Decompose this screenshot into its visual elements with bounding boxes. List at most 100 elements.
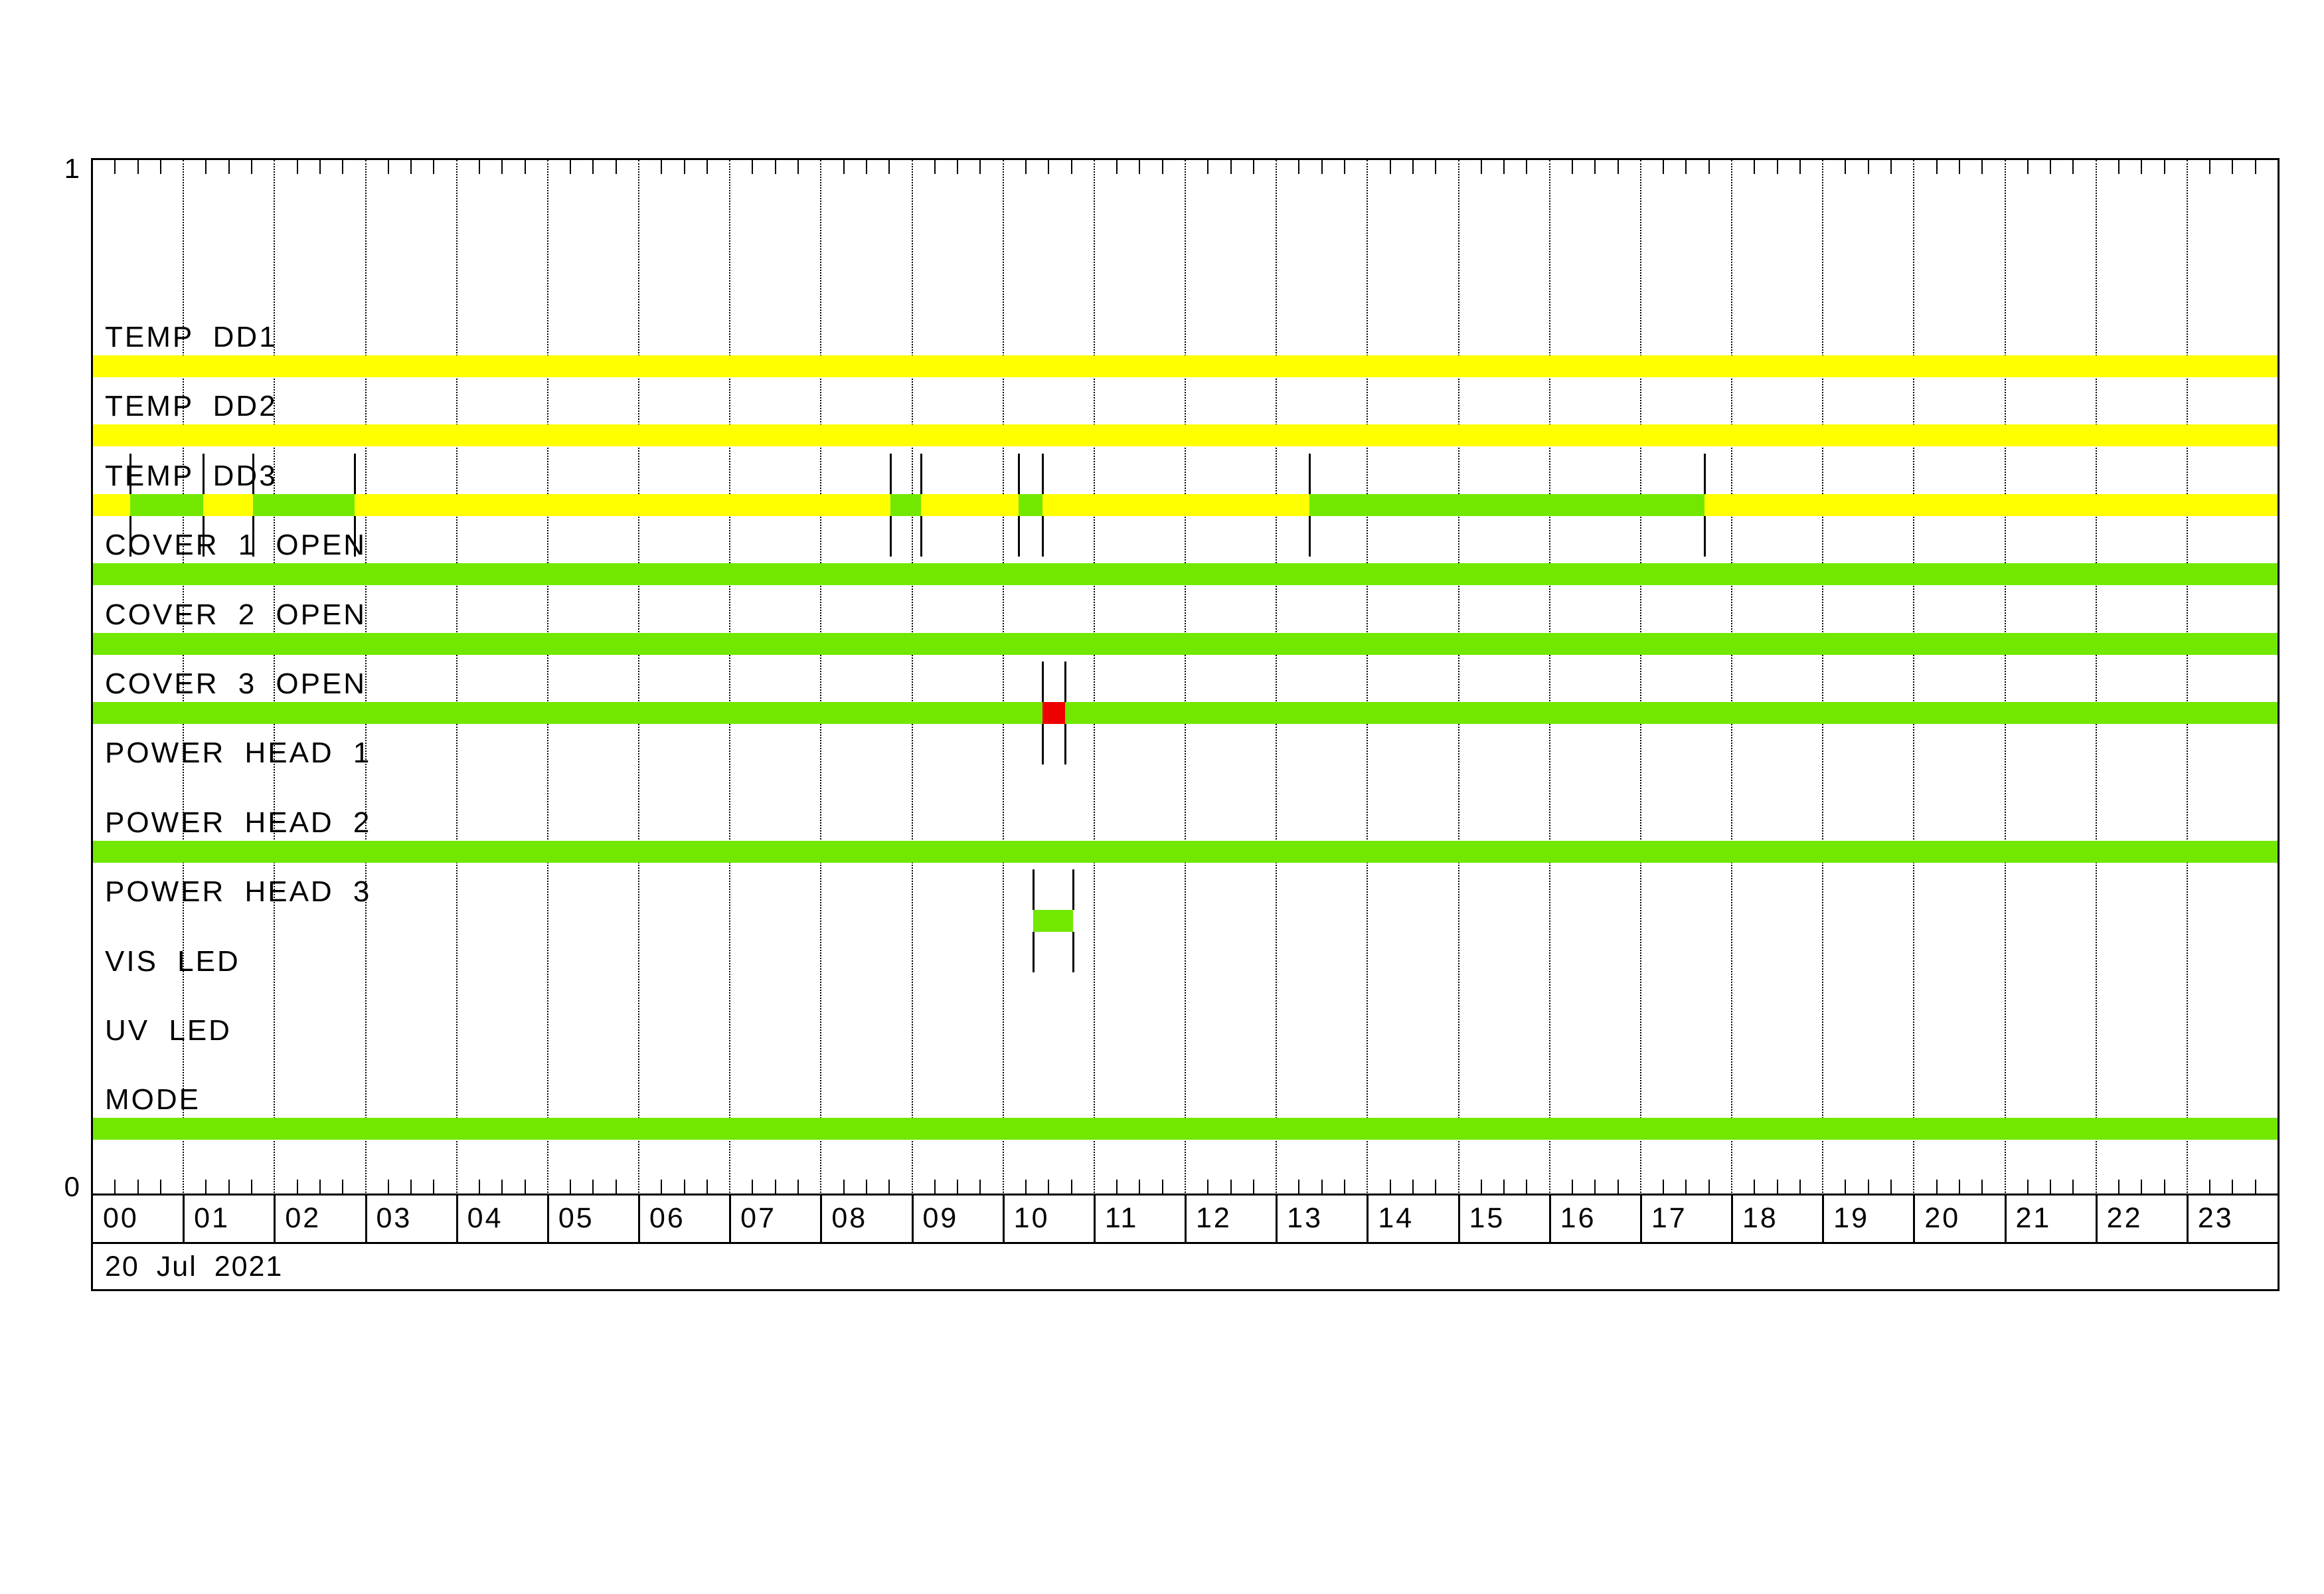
transition-tick: [1309, 516, 1311, 557]
row-label-uv-led: UV LED: [105, 1014, 232, 1047]
transition-tick: [1703, 516, 1706, 557]
row-label-power-head-2: POWER HEAD 2: [105, 806, 372, 839]
transition-tick: [1064, 662, 1067, 702]
axis-right: [2278, 159, 2280, 1194]
hour-gridline: [1367, 160, 1369, 1193]
quarter-tick-top: [1412, 160, 1414, 174]
quarter-tick-top: [296, 160, 298, 174]
transition-tick: [1042, 662, 1044, 702]
hour-label-01: 01: [194, 1202, 230, 1234]
hour-gridline: [456, 160, 457, 1193]
bar-segment-temp-dd3-green: [1018, 494, 1043, 516]
hour-cell-separator: [1367, 1194, 1369, 1243]
quarter-tick-bottom: [478, 1180, 480, 1194]
quarter-tick-bottom: [159, 1180, 161, 1194]
quarter-tick-bottom: [1480, 1180, 1482, 1194]
quarter-tick-top: [1070, 160, 1072, 174]
transition-tick: [890, 454, 892, 494]
quarter-tick-bottom: [1230, 1180, 1232, 1194]
quarter-tick-top: [387, 160, 389, 174]
quarter-tick-bottom: [888, 1180, 890, 1194]
axis-top: [91, 158, 2280, 160]
quarter-tick-top: [683, 160, 685, 174]
quarter-tick-top: [843, 160, 845, 174]
bar-segment-temp-dd3-yellow: [203, 494, 254, 516]
quarter-tick-bottom: [1594, 1180, 1596, 1194]
transition-tick: [202, 516, 205, 557]
quarter-tick-bottom: [843, 1180, 845, 1194]
hour-label-02: 02: [285, 1202, 321, 1234]
quarter-tick-top: [570, 160, 572, 174]
hour-cell-separator: [729, 1194, 732, 1243]
hour-cell-separator: [1913, 1194, 1916, 1243]
quarter-tick-top: [1389, 160, 1391, 174]
quarter-tick-bottom: [1685, 1180, 1687, 1194]
hour-cell-separator: [1822, 1194, 1825, 1243]
quarter-tick-top: [1685, 160, 1687, 174]
quarter-tick-bottom: [2117, 1180, 2119, 1194]
hour-cell-separator: [1002, 1194, 1005, 1243]
transition-tick: [129, 454, 132, 494]
transition-tick: [1072, 932, 1074, 972]
hour-gridline: [729, 160, 731, 1193]
quarter-tick-top: [2117, 160, 2119, 174]
quarter-tick-bottom: [592, 1180, 594, 1194]
quarter-tick-bottom: [1617, 1180, 1619, 1194]
quarter-tick-top: [1981, 160, 1983, 174]
hour-cell-separator: [456, 1194, 458, 1243]
quarter-tick-top: [865, 160, 867, 174]
hour-gridline: [1548, 160, 1550, 1193]
bar-segment-temp-dd3-green: [253, 494, 355, 516]
quarter-tick-bottom: [1708, 1180, 1710, 1194]
quarter-tick-bottom: [228, 1180, 230, 1194]
row-label-temp-dd3: TEMP DD3: [105, 460, 278, 492]
bar-segment-cover-3-open-red: [1042, 702, 1066, 724]
quarter-tick-top: [1298, 160, 1300, 174]
bar-segment-cover-2-open-green: [92, 633, 2278, 655]
quarter-tick-top: [205, 160, 207, 174]
quarter-tick-bottom: [1571, 1180, 1573, 1194]
quarter-tick-bottom: [1754, 1180, 1756, 1194]
quarter-tick-bottom: [1936, 1180, 1938, 1194]
date-label: 20 Jul 2021: [105, 1251, 284, 1283]
hour-cell-separator: [546, 1194, 549, 1243]
hour-label-07: 07: [740, 1202, 776, 1234]
bar-segment-cover-1-open-green: [92, 563, 2278, 585]
quarter-tick-bottom: [683, 1180, 685, 1194]
quarter-tick-bottom: [865, 1180, 867, 1194]
quarter-tick-bottom: [979, 1180, 981, 1194]
bar-segment-temp-dd3-yellow: [1042, 494, 1310, 516]
row-label-power-head-3: POWER HEAD 3: [105, 875, 372, 908]
quarter-tick-top: [1252, 160, 1254, 174]
quarter-tick-top: [1754, 160, 1756, 174]
quarter-tick-bottom: [1344, 1180, 1346, 1194]
ruler-left-border: [91, 1194, 93, 1290]
bar-segment-power-head-2-green: [92, 841, 2278, 863]
quarter-tick-top: [2232, 160, 2234, 174]
quarter-tick-bottom: [1412, 1180, 1414, 1194]
transition-tick: [1703, 454, 1706, 494]
quarter-tick-bottom: [774, 1180, 776, 1194]
quarter-tick-top: [478, 160, 480, 174]
quarter-tick-top: [1936, 160, 1938, 174]
quarter-tick-bottom: [1890, 1180, 1892, 1194]
hour-cell-separator: [274, 1194, 276, 1243]
quarter-tick-top: [661, 160, 663, 174]
hour-gridline: [2095, 160, 2097, 1193]
row-label-cover-1-open: COVER 1 OPEN: [105, 529, 367, 561]
hour-label-13: 13: [1287, 1202, 1323, 1234]
hour-gridline: [1639, 160, 1641, 1193]
quarter-tick-top: [1048, 160, 1050, 174]
quarter-tick-bottom: [706, 1180, 708, 1194]
quarter-tick-top: [1867, 160, 1869, 174]
hour-cell-separator: [2004, 1194, 2007, 1243]
hour-gridline: [1185, 160, 1186, 1193]
hour-label-21: 21: [2015, 1202, 2052, 1234]
quarter-tick-bottom: [1663, 1180, 1665, 1194]
quarter-tick-top: [2141, 160, 2143, 174]
quarter-tick-top: [934, 160, 936, 174]
quarter-tick-bottom: [2232, 1180, 2234, 1194]
quarter-tick-bottom: [2072, 1180, 2074, 1194]
